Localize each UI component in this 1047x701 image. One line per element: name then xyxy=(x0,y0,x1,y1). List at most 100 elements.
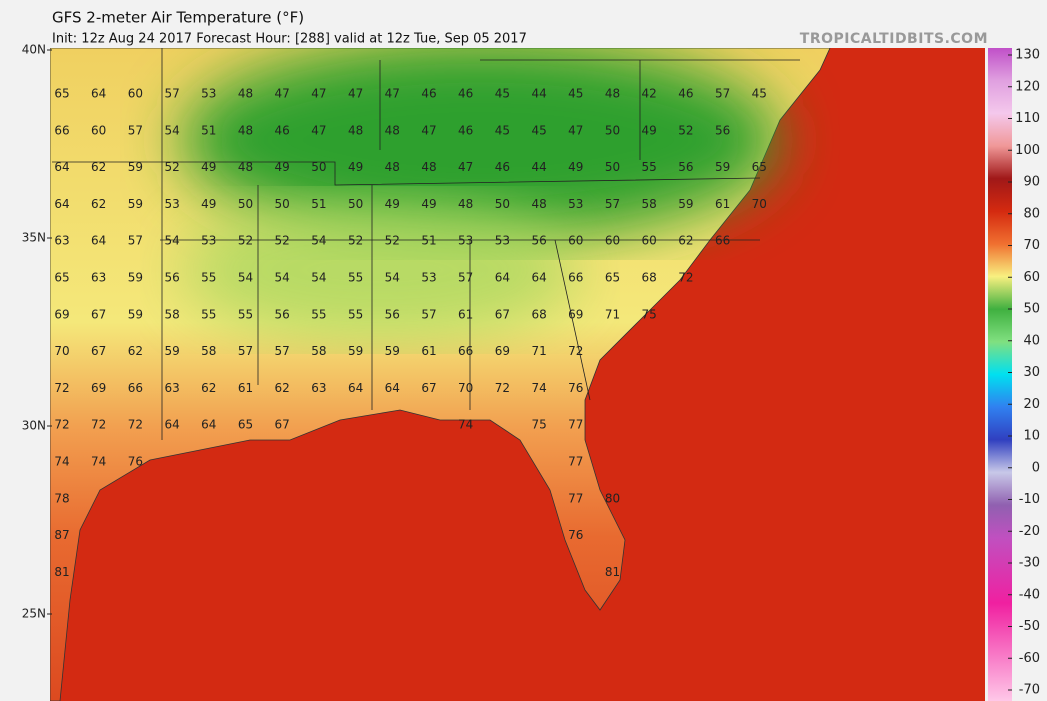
latitude-label: 40N xyxy=(22,43,46,57)
temperature-label: 50 xyxy=(605,160,620,174)
temperature-label: 74 xyxy=(91,455,106,469)
temperature-label: 48 xyxy=(238,160,253,174)
temperature-label: 64 xyxy=(164,418,179,432)
map xyxy=(50,48,985,701)
temperature-label: 48 xyxy=(458,197,473,211)
temperature-label: 52 xyxy=(678,123,693,137)
temperature-label: 65 xyxy=(54,87,69,101)
temperature-label: 70 xyxy=(54,344,69,358)
temperature-label: 53 xyxy=(201,234,216,248)
colorbar-label: 20 xyxy=(1023,397,1040,412)
temperature-label: 45 xyxy=(495,87,510,101)
temperature-label: 59 xyxy=(128,271,143,285)
temperature-label: 47 xyxy=(458,160,473,174)
temperature-label: 52 xyxy=(275,234,290,248)
temperature-label: 69 xyxy=(91,381,106,395)
temperature-label: 57 xyxy=(605,197,620,211)
temperature-label: 48 xyxy=(348,123,363,137)
colorbar-label: 70 xyxy=(1023,238,1040,253)
temperature-label: 71 xyxy=(605,307,620,321)
temperature-label: 49 xyxy=(201,197,216,211)
temperature-label: 67 xyxy=(275,418,290,432)
temperature-label: 47 xyxy=(275,87,290,101)
temperature-label: 69 xyxy=(495,344,510,358)
temperature-label: 49 xyxy=(642,123,657,137)
temperature-label: 87 xyxy=(54,528,69,542)
temperature-label: 61 xyxy=(238,381,253,395)
temperature-label: 58 xyxy=(164,307,179,321)
state-borders xyxy=(52,48,800,440)
temperature-label: 47 xyxy=(311,123,326,137)
temperature-label: 67 xyxy=(91,307,106,321)
temperature-label: 49 xyxy=(568,160,583,174)
temperature-label: 81 xyxy=(605,565,620,579)
temperature-label: 77 xyxy=(568,418,583,432)
temperature-label: 63 xyxy=(164,381,179,395)
temperature-label: 54 xyxy=(164,123,179,137)
temperature-label: 45 xyxy=(568,87,583,101)
temperature-label: 55 xyxy=(201,307,216,321)
temperature-label: 56 xyxy=(385,307,400,321)
temperature-label: 72 xyxy=(568,344,583,358)
colorbar-label: -40 xyxy=(1019,587,1040,602)
temperature-label: 51 xyxy=(201,123,216,137)
temperature-label: 65 xyxy=(752,160,767,174)
colorbar-label: 110 xyxy=(1015,111,1040,126)
colorbar-label: 60 xyxy=(1023,270,1040,285)
temperature-label: 55 xyxy=(201,271,216,285)
temperature-label: 50 xyxy=(311,160,326,174)
temperature-label: 77 xyxy=(568,455,583,469)
temperature-label: 56 xyxy=(164,271,179,285)
temperature-label: 54 xyxy=(311,234,326,248)
temperature-label: 70 xyxy=(752,197,767,211)
temperature-label: 72 xyxy=(128,418,143,432)
latitude-label: 35N xyxy=(22,231,46,245)
temperature-label: 75 xyxy=(642,307,657,321)
temperature-label: 60 xyxy=(568,234,583,248)
temperature-label: 49 xyxy=(275,160,290,174)
temperature-label: 65 xyxy=(605,271,620,285)
temperature-label: 72 xyxy=(54,418,69,432)
temperature-label: 80 xyxy=(605,491,620,505)
temperature-label: 51 xyxy=(311,197,326,211)
temperature-label: 67 xyxy=(91,344,106,358)
temperature-label: 53 xyxy=(201,87,216,101)
temperature-label: 63 xyxy=(54,234,69,248)
temperature-label: 57 xyxy=(275,344,290,358)
colorbar-label: 120 xyxy=(1015,79,1040,94)
temperature-label: 66 xyxy=(458,344,473,358)
temperature-label: 65 xyxy=(54,271,69,285)
temperature-label: 45 xyxy=(531,123,546,137)
temperature-label: 72 xyxy=(54,381,69,395)
temperature-label: 52 xyxy=(238,234,253,248)
latitude-label: 30N xyxy=(22,419,46,433)
temperature-label: 49 xyxy=(421,197,436,211)
colorbar-label: 10 xyxy=(1023,429,1040,444)
temperature-label: 47 xyxy=(348,87,363,101)
temperature-label: 74 xyxy=(531,381,546,395)
colorbar-label: 80 xyxy=(1023,206,1040,221)
temperature-label: 48 xyxy=(385,123,400,137)
temperature-label: 62 xyxy=(678,234,693,248)
temperature-label: 66 xyxy=(128,381,143,395)
temperature-label: 64 xyxy=(201,418,216,432)
temperature-label: 77 xyxy=(568,491,583,505)
temperature-label: 75 xyxy=(531,418,546,432)
temperature-label: 57 xyxy=(164,87,179,101)
temperature-label: 53 xyxy=(164,197,179,211)
colorbar-label: 130 xyxy=(1015,48,1040,63)
title: GFS 2-meter Air Temperature (°F) xyxy=(52,9,304,27)
temperature-label: 67 xyxy=(495,307,510,321)
temperature-label: 62 xyxy=(128,344,143,358)
temperature-label: 72 xyxy=(678,271,693,285)
temperature-label: 53 xyxy=(421,271,436,285)
colorbar-label: 100 xyxy=(1015,143,1040,158)
temperature-label: 64 xyxy=(54,160,69,174)
temperature-label: 52 xyxy=(348,234,363,248)
source: TROPICALTIDBITS.COM xyxy=(800,31,988,47)
temperature-label: 62 xyxy=(91,160,106,174)
temperature-label: 63 xyxy=(311,381,326,395)
temperature-label: 46 xyxy=(275,123,290,137)
temperature-label: 70 xyxy=(458,381,473,395)
temperature-label: 64 xyxy=(495,271,510,285)
